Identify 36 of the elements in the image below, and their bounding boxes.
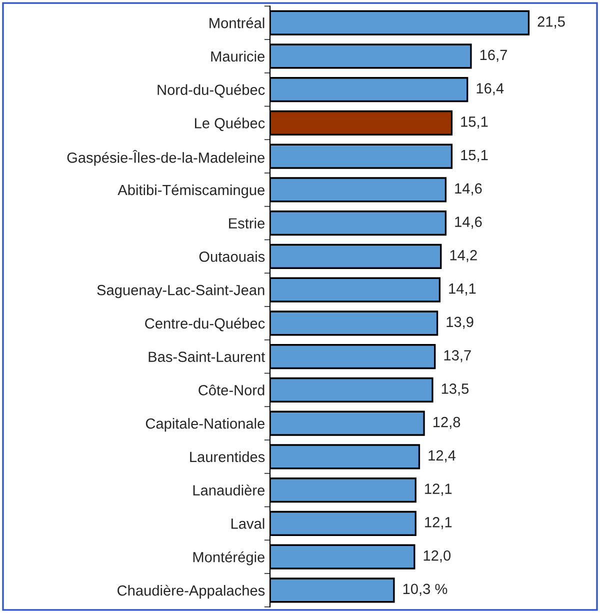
data-label: 14,6 xyxy=(455,183,482,196)
data-label: 14,6 xyxy=(455,216,482,229)
y-tick-label: Outaouais xyxy=(199,251,265,262)
data-label: 12,1 xyxy=(425,484,452,496)
data-label: 12,0 xyxy=(424,550,451,562)
data-label: 13,9 xyxy=(446,316,474,329)
data-label: 12,1 xyxy=(425,517,452,530)
data-label: 14,2 xyxy=(450,250,477,262)
y-tick-label: Chaudière-Appalaches xyxy=(118,584,265,599)
y-tick-label: Mauricie xyxy=(211,50,264,62)
y-tick-label: Lanaudière xyxy=(193,484,264,496)
y-tick-label: Bas-Saint-Laurent xyxy=(148,351,266,362)
data-label: 15,1 xyxy=(461,150,488,162)
data-label: 13,5 xyxy=(442,384,469,396)
data-label: 12,8 xyxy=(433,416,460,429)
y-tick-label: Capitale-Nationale xyxy=(146,418,264,432)
y-tick-label: Côte-Nord xyxy=(198,384,264,396)
data-label: 16,4 xyxy=(476,83,504,96)
data-label: 13,7 xyxy=(444,350,471,362)
y-tick-label: Laval xyxy=(231,518,264,529)
y-tick-label: Le Québec xyxy=(194,117,265,131)
data-label: 14,1 xyxy=(449,284,476,296)
data-label: 21,5 xyxy=(538,16,565,28)
y-tick-label: Gaspésie-Îles-de-la-Madeleine xyxy=(67,150,265,166)
y-tick-label: Abitibi-Témiscamingue xyxy=(118,184,264,198)
data-label: 15,1 xyxy=(461,116,488,129)
y-tick-label: Saguenay-Lac-Saint-Jean xyxy=(97,284,264,298)
y-tick-label: Montréal xyxy=(210,17,264,28)
y-tick-label: Nord-du-Québec xyxy=(158,84,265,98)
y-tick-label: Centre-du-Québec xyxy=(145,318,265,332)
y-tick-label: Laurentides xyxy=(190,451,265,462)
data-label: 12,4 xyxy=(428,450,456,462)
data-label: 16,7 xyxy=(480,50,507,62)
y-tick-label: Montérégie xyxy=(193,551,264,566)
data-label: 10,3 % xyxy=(403,584,448,596)
y-tick-label: Estrie xyxy=(229,218,264,228)
